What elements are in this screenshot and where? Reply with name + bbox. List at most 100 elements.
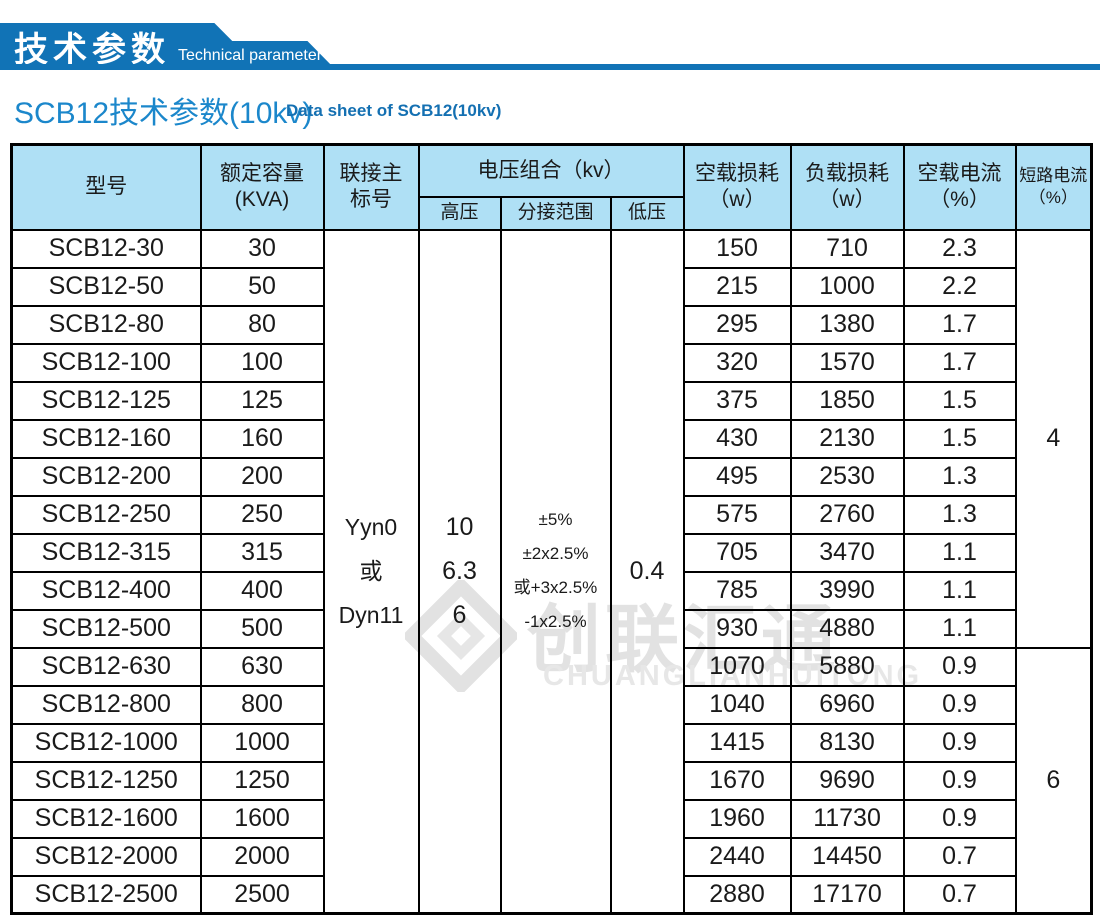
capacity-cell: 1250 — [199, 760, 325, 801]
header-no-load-current: 空载电流 （%） — [902, 143, 1017, 231]
no-load-loss-cell: 1070 — [682, 646, 792, 687]
no-load-loss-cell: 1670 — [682, 760, 792, 801]
header-short-circuit-line1: 短路电流 — [1019, 166, 1088, 186]
short-circuit-cell: 6 — [1014, 646, 1093, 915]
short-circuit-cell: 4 — [1014, 228, 1093, 649]
no-load-current-cell: 0.7 — [902, 874, 1017, 915]
connection-cell-line: Dyn11 — [338, 602, 404, 629]
header-connection-line2: 标号 — [350, 188, 392, 212]
header-short-circuit: 短路电流 （%） — [1014, 143, 1093, 231]
header-hv: 高压 — [417, 195, 502, 231]
capacity-cell: 315 — [199, 532, 325, 573]
no-load-loss-cell: 295 — [682, 304, 792, 345]
header-capacity-line2: (KVA) — [234, 188, 290, 212]
hv-cell-line: 10 — [445, 513, 474, 542]
connection-cell: Yyn0 或 Dyn11 — [322, 228, 420, 915]
model-cell: SCB12-2000 — [10, 836, 202, 877]
header-no-load-loss: 空载损耗 （w） — [682, 143, 792, 231]
capacity-cell: 630 — [199, 646, 325, 687]
header-short-circuit-line2: （%） — [1028, 188, 1078, 208]
tap-range-cell-line: ±5% — [538, 510, 573, 530]
connection-cell-line: 或 — [359, 558, 383, 585]
load-loss-cell: 9690 — [789, 760, 905, 801]
no-load-loss-cell: 320 — [682, 342, 792, 383]
header-capacity-line1: 额定容量 — [220, 162, 304, 186]
model-cell: SCB12-800 — [10, 684, 202, 725]
no-load-current-cell: 1.7 — [902, 342, 1017, 383]
capacity-cell: 2500 — [199, 874, 325, 915]
table-row: SCB12-1600 1600 1960 11730 0.9 — [10, 798, 1092, 839]
model-cell: SCB12-400 — [10, 570, 202, 611]
no-load-current-cell: 0.9 — [902, 722, 1017, 763]
no-load-current-cell: 1.5 — [902, 380, 1017, 421]
hv-cell-line: 6.3 — [442, 557, 477, 586]
no-load-current-cell: 0.9 — [902, 798, 1017, 839]
capacity-cell: 400 — [199, 570, 325, 611]
load-loss-cell: 1000 — [789, 266, 905, 307]
no-load-current-cell: 1.5 — [902, 418, 1017, 459]
no-load-current-cell: 0.7 — [902, 836, 1017, 877]
capacity-cell: 30 — [199, 228, 325, 269]
no-load-current-cell: 1.1 — [902, 608, 1017, 649]
header-no-load-loss-line2: （w） — [708, 188, 766, 212]
load-loss-cell: 1570 — [789, 342, 905, 383]
no-load-current-cell: 1.3 — [902, 494, 1017, 535]
no-load-current-cell: 1.3 — [902, 456, 1017, 497]
no-load-loss-cell: 2440 — [682, 836, 792, 877]
header-no-load-current-line1: 空载电流 — [917, 162, 1002, 186]
header-no-load-loss-line1: 空载损耗 — [695, 162, 780, 186]
capacity-cell: 1600 — [199, 798, 325, 839]
no-load-loss-cell: 930 — [682, 608, 792, 649]
no-load-loss-cell: 495 — [682, 456, 792, 497]
table-row: SCB12-1250 1250 1670 9690 0.9 — [10, 760, 1092, 801]
no-load-loss-cell: 430 — [682, 418, 792, 459]
table-row: SCB12-80 80 295 1380 1.7 — [10, 304, 1092, 345]
tap-range-cell: ±5% ±2x2.5% 或+3x2.5% -1x2.5% — [499, 228, 612, 915]
banner-title-zh: 技术参数 — [14, 31, 170, 69]
model-cell: SCB12-100 — [10, 342, 202, 383]
table-row: SCB12-800 800 1040 6960 0.9 — [10, 684, 1092, 725]
header-load-loss: 负载损耗 （w） — [789, 143, 905, 231]
table-row: SCB12-200 200 495 2530 1.3 — [10, 456, 1092, 497]
no-load-current-cell: 0.9 — [902, 646, 1017, 687]
no-load-current-cell: 0.9 — [902, 684, 1017, 725]
tap-range-cell-line: -1x2.5% — [524, 612, 587, 632]
header-no-load-current-line2: （%） — [929, 188, 990, 212]
model-cell: SCB12-2500 — [10, 874, 202, 915]
header-connection-line1: 联接主 — [339, 162, 403, 186]
no-load-loss-cell: 785 — [682, 570, 792, 611]
load-loss-cell: 3470 — [789, 532, 905, 573]
tap-range-cell-line: 或+3x2.5% — [513, 578, 598, 598]
capacity-cell: 2000 — [199, 836, 325, 877]
model-cell: SCB12-1250 — [10, 760, 202, 801]
capacity-cell: 200 — [199, 456, 325, 497]
page-subtitle: Data sheet of SCB12(10kv) — [286, 101, 502, 120]
banner-title-en: Technical parameter — [178, 46, 323, 64]
header-model: 型号 — [10, 143, 202, 231]
model-cell: SCB12-315 — [10, 532, 202, 573]
no-load-current-cell: 1.7 — [902, 304, 1017, 345]
load-loss-cell: 6960 — [789, 684, 905, 725]
model-cell: SCB12-80 — [10, 304, 202, 345]
table-row: SCB12-500 500 930 4880 1.1 — [10, 608, 1092, 649]
load-loss-cell: 17170 — [789, 874, 905, 915]
no-load-loss-cell: 375 — [682, 380, 792, 421]
table-row: SCB12-50 50 215 1000 2.2 — [10, 266, 1092, 307]
no-load-loss-cell: 705 — [682, 532, 792, 573]
no-load-loss-cell: 575 — [682, 494, 792, 535]
capacity-cell: 1000 — [199, 722, 325, 763]
load-loss-cell: 1850 — [789, 380, 905, 421]
capacity-cell: 500 — [199, 608, 325, 649]
table-row: SCB12-30 30 Yyn0 或 Dyn11 10 6.3 6 ±5% ±2x2.5% 或+3x… — [10, 228, 1093, 915]
model-cell: SCB12-125 — [10, 380, 202, 421]
header-capacity: 额定容量 (KVA) — [199, 143, 325, 231]
hv-cell-line: 6 — [452, 601, 467, 630]
load-loss-cell: 8130 — [789, 722, 905, 763]
table-row: SCB12-250 250 575 2760 1.3 — [10, 494, 1092, 535]
load-loss-cell: 2130 — [789, 418, 905, 459]
no-load-loss-cell: 2880 — [682, 874, 792, 915]
load-loss-cell: 1380 — [789, 304, 905, 345]
table-row: SCB12-160 160 430 2130 1.5 — [10, 418, 1092, 459]
no-load-current-cell: 2.2 — [902, 266, 1017, 307]
no-load-loss-cell: 1040 — [682, 684, 792, 725]
